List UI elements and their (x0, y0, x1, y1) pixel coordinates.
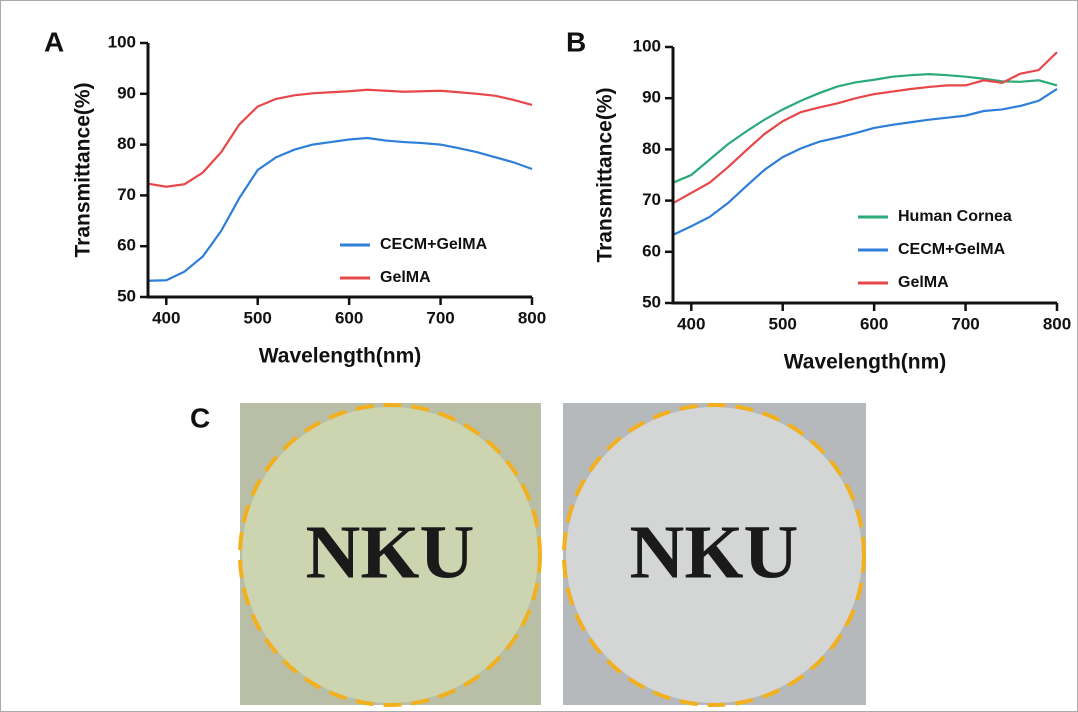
y-tick-label: 80 (117, 134, 136, 153)
y-tick-label: 80 (642, 139, 661, 158)
panel-label: A (44, 26, 64, 57)
x-tick-label: 700 (951, 314, 979, 333)
legend-label: GelMA (380, 269, 431, 286)
x-tick-label: 500 (244, 308, 272, 327)
y-tick-label: 100 (108, 32, 136, 51)
x-axis-label: Wavelength(nm) (784, 351, 947, 374)
x-tick-label: 600 (335, 308, 363, 327)
y-tick-label: 50 (642, 292, 661, 311)
y-tick-label: 50 (117, 286, 136, 305)
photo: NKU (563, 403, 866, 705)
x-tick-label: 400 (677, 314, 705, 333)
legend-label: CECM+GelMA (898, 241, 1006, 258)
x-tick-label: 500 (769, 314, 797, 333)
y-axis-label: Transmittance(%) (594, 87, 617, 262)
y-tick-label: 60 (642, 241, 661, 260)
x-axis-label: Wavelength(nm) (259, 345, 422, 368)
x-tick-label: 800 (518, 308, 546, 327)
photo: NKU (240, 403, 541, 705)
y-tick-label: 100 (633, 36, 661, 55)
legend-label: GelMA (898, 274, 949, 291)
x-tick-label: 600 (860, 314, 888, 333)
x-tick-label: 400 (152, 308, 180, 327)
panel-label: B (566, 26, 586, 57)
y-tick-label: 70 (117, 185, 136, 204)
legend-label: Human Cornea (898, 208, 1012, 225)
y-axis-label: Transmittance(%) (72, 82, 95, 257)
y-tick-label: 90 (642, 88, 661, 107)
x-tick-label: 800 (1043, 314, 1071, 333)
legend-label: CECM+GelMA (380, 236, 488, 253)
photo-text: NKU (306, 510, 475, 594)
y-tick-label: 90 (117, 83, 136, 102)
y-tick-label: 60 (117, 236, 136, 255)
figure: A B C NKU NKU CECM+GelMA GelMA 50 60 70 80 90 1… (0, 0, 1078, 712)
photo-text: NKU (630, 510, 799, 594)
x-tick-label: 700 (426, 308, 454, 327)
y-tick-label: 70 (642, 190, 661, 209)
panel-label: C (190, 402, 210, 433)
